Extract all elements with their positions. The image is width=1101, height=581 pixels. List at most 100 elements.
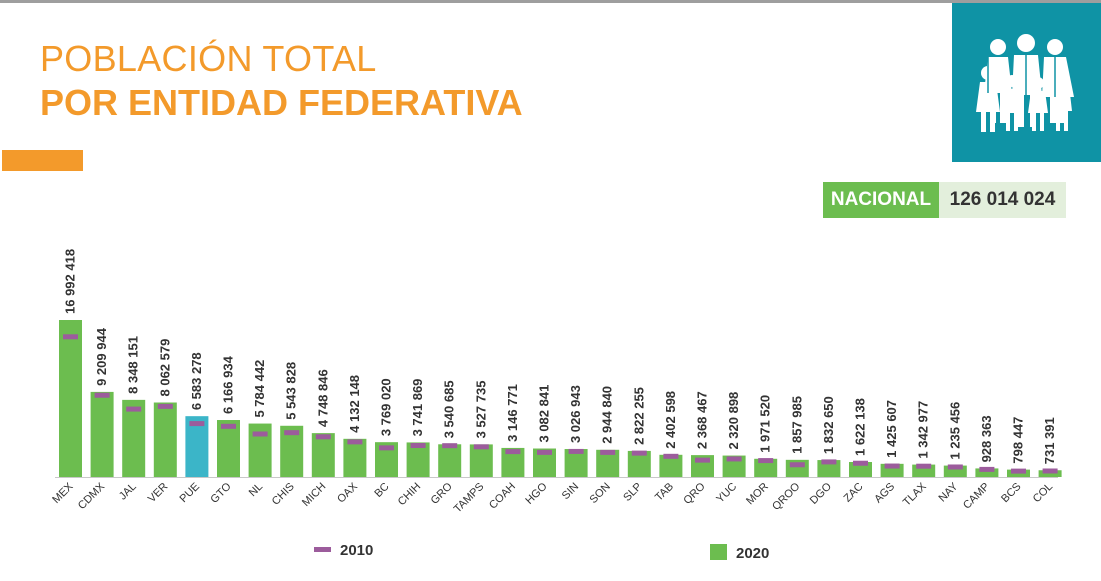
category-label-tamps: TAMPS [452, 481, 487, 516]
value-label-gto: 6 166 934 [221, 355, 236, 414]
marker-2010-slp [631, 450, 647, 456]
value-label-nay: 1 235 456 [947, 402, 962, 460]
category-label-tab: TAB [653, 481, 676, 504]
value-label-col: 731 391 [1042, 417, 1057, 464]
marker-2010-cdmx [94, 392, 110, 398]
category-label-camp: CAMP [961, 481, 992, 512]
family-group-icon [976, 34, 1074, 132]
value-label-camp: 928 363 [979, 415, 994, 462]
marker-2010-col [1042, 468, 1058, 474]
category-label-slp: SLP [621, 481, 644, 504]
marker-2010-zac [853, 460, 868, 466]
bar-2020-ver [153, 402, 177, 477]
bar-2020-chis [280, 425, 304, 477]
bar-2020-tamps [469, 444, 493, 477]
category-label-nl: NL [247, 481, 265, 499]
marker-2010-tamps [473, 444, 489, 450]
category-label-hgo: HGO [523, 480, 550, 507]
category-label-cdmx: CDMX [76, 480, 108, 512]
category-label-qroo: QROO [770, 480, 803, 513]
category-label-nay: NAY [937, 480, 961, 504]
category-label-tlax: TLAX [901, 480, 929, 508]
category-label-ver: VER [146, 481, 171, 506]
marker-2010-qroo [789, 462, 805, 468]
value-label-ags: 1 425 607 [884, 400, 899, 458]
value-label-sin: 3 026 943 [568, 385, 583, 443]
marker-2010-gto [221, 423, 236, 429]
value-label-oax: 4 132 148 [347, 375, 362, 433]
bar-2020-sin [564, 449, 588, 477]
top-rule [0, 0, 1101, 3]
category-label-mex: MEX [50, 480, 76, 506]
category-label-mor: MOR [744, 481, 771, 508]
value-label-bc: 3 769 020 [379, 378, 394, 436]
marker-2010-nl [252, 431, 268, 437]
legend-2020-swatch [710, 544, 727, 560]
value-label-zac: 1 622 138 [853, 398, 868, 456]
marker-2010-tlax [916, 463, 932, 469]
legend-2010-swatch [314, 547, 331, 552]
category-label-sin: SIN [560, 481, 581, 502]
value-label-ver: 8 062 579 [157, 339, 172, 397]
marker-2010-qro [695, 457, 710, 463]
bar-2020-cdmx [90, 391, 114, 477]
value-label-qro: 2 368 467 [695, 391, 710, 449]
bar-2020-mich [311, 433, 335, 477]
category-label-jal: JAL [117, 481, 139, 503]
bar-2020-coah [501, 447, 525, 477]
value-label-chih: 3 741 869 [410, 379, 425, 437]
value-label-cdmx: 9 209 944 [94, 327, 109, 386]
page-title-line2: POR ENTIDAD FEDERATIVA [40, 82, 523, 123]
category-label-chih: CHIH [396, 481, 424, 509]
bar-2020-oax [343, 438, 367, 477]
legend-2020-label: 2020 [736, 545, 769, 562]
category-label-oax: OAX [335, 480, 360, 505]
bar-2020-gro [438, 444, 462, 477]
national-label: NACIONAL [823, 182, 939, 218]
category-label-yuc: YUC [714, 481, 739, 506]
category-label-zac: ZAC [842, 481, 866, 505]
category-label-coah: COAH [487, 481, 518, 512]
marker-2010-ags [884, 463, 900, 469]
category-label-mich: MICH [300, 481, 328, 509]
category-label-qro: QRO [681, 480, 708, 507]
bar-2020-pue [185, 416, 209, 477]
category-label-ags: AGS [872, 481, 897, 506]
category-label-gro: GRO [429, 480, 456, 507]
marker-2010-hgo [537, 449, 552, 455]
marker-2010-yuc [726, 456, 742, 462]
category-label-bcs: BCS [999, 481, 1023, 505]
category-label-dgo: DGO [808, 480, 835, 507]
marker-2010-dgo [821, 459, 837, 465]
value-label-tlax: 1 342 977 [916, 401, 931, 459]
bar-2020-gto [217, 420, 240, 477]
bar-2020-bc [375, 442, 398, 477]
bar-2020-mex [59, 320, 82, 477]
value-label-bcs: 798 447 [1011, 417, 1026, 464]
bar-2020-nay [943, 465, 967, 477]
marker-2010-mex [63, 334, 78, 340]
category-label-gto: GTO [208, 480, 234, 506]
accent-bar [2, 150, 83, 171]
bar-2020-col [1038, 470, 1062, 477]
marker-2010-gro [442, 443, 458, 449]
marker-2010-mich [315, 434, 331, 440]
marker-2010-son [600, 449, 616, 455]
value-label-son: 2 944 840 [600, 386, 615, 444]
marker-2010-coah [505, 449, 521, 455]
marker-2010-camp [979, 466, 995, 472]
value-label-hgo: 3 082 841 [537, 385, 552, 443]
marker-2010-chih [410, 443, 426, 449]
value-label-gro: 3 540 685 [442, 380, 457, 438]
value-label-jal: 8 348 151 [126, 336, 141, 394]
value-label-nl: 5 784 442 [252, 360, 267, 418]
value-label-qroo: 1 857 985 [789, 396, 804, 454]
value-label-tamps: 3 527 735 [473, 381, 488, 439]
category-label-bc: BC [372, 481, 391, 500]
bar-2020-camp [975, 468, 999, 477]
bar-2020-chih [406, 442, 430, 477]
marker-2010-nay [947, 464, 963, 470]
marker-2010-ver [157, 403, 173, 409]
bar-2020-zac [849, 462, 872, 477]
